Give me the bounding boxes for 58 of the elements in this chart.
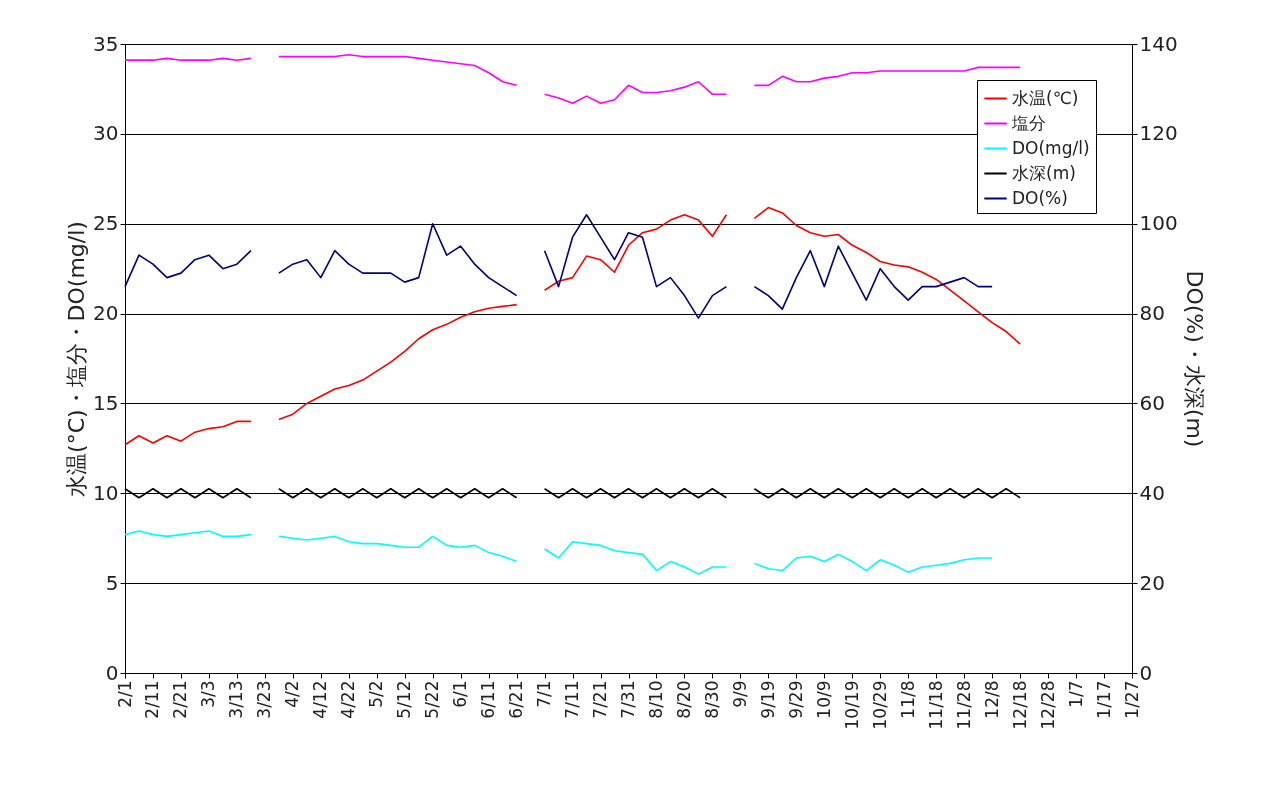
x-tick-label: 3/3 xyxy=(198,680,219,708)
y-tick-label: 30 xyxy=(93,121,119,146)
x-tick-label: 3/13 xyxy=(226,680,247,719)
x-tick-label: 10/19 xyxy=(841,680,862,730)
y2-tick-label: 80 xyxy=(1139,301,1165,326)
y-tick-label: 10 xyxy=(93,480,119,505)
y2-axis-title: DO(%)・水深(m) xyxy=(1181,270,1207,448)
x-tick-label: 5/2 xyxy=(366,680,387,708)
x-tick-label: 7/31 xyxy=(618,680,638,719)
legend-label: DO(%) xyxy=(1012,187,1068,208)
y2-tick-label: 0 xyxy=(1139,660,1153,685)
x-tick-label: 11/18 xyxy=(925,680,946,730)
x-tick-label: 9/9 xyxy=(729,680,750,708)
x-tick-label: 4/22 xyxy=(338,680,359,719)
x-tick-label: 7/21 xyxy=(590,680,611,719)
legend-label: 水深(m) xyxy=(1012,162,1076,183)
x-tick-label: 4/12 xyxy=(310,680,331,719)
y2-tick-label: 40 xyxy=(1139,480,1165,505)
x-tick-label: 8/10 xyxy=(645,680,666,719)
x-tick-label: 12/8 xyxy=(981,680,1002,719)
legend-label: 塩分 xyxy=(1011,112,1046,133)
x-tick-label: 9/29 xyxy=(785,680,806,719)
x-tick-label: 8/20 xyxy=(673,680,694,719)
x-tick-label: 1/7 xyxy=(1065,680,1086,708)
x-tick-label: 11/8 xyxy=(897,680,918,719)
x-tick-label: 1/17 xyxy=(1093,680,1114,719)
legend-label: 水温(℃) xyxy=(1012,87,1079,108)
x-tick-label: 12/28 xyxy=(1037,680,1058,730)
y2-tick-label: 120 xyxy=(1139,121,1178,146)
y2-tick-label: 140 xyxy=(1139,31,1178,56)
x-tick-label: 12/18 xyxy=(1009,680,1030,730)
x-tick-label: 4/2 xyxy=(282,680,303,708)
y-tick-label: 25 xyxy=(93,211,119,236)
y-tick-label: 5 xyxy=(105,570,119,595)
y-axis-title: 水温(°C)・塩分・DO(mg/l) xyxy=(64,221,90,497)
x-tick-label: 6/11 xyxy=(478,680,499,719)
x-tick-label: 2/21 xyxy=(170,680,191,719)
x-tick-label: 6/1 xyxy=(450,680,471,708)
y-tick-label: 15 xyxy=(93,390,119,415)
x-tick-label: 3/23 xyxy=(254,680,275,719)
x-tick-label: 10/9 xyxy=(813,680,834,719)
x-tick-label: 11/28 xyxy=(953,680,974,730)
y-tick-label: 35 xyxy=(93,31,119,56)
y2-tick-label: 100 xyxy=(1139,211,1178,236)
x-tick-label: 5/12 xyxy=(394,680,415,719)
x-tick-label: 8/30 xyxy=(701,680,722,719)
x-tick-label: 6/21 xyxy=(506,680,527,719)
x-tick-label: 7/1 xyxy=(534,680,555,708)
x-tick-label: 5/22 xyxy=(422,680,443,719)
x-tick-label: 7/11 xyxy=(562,680,583,719)
x-tick-label: 2/11 xyxy=(142,680,163,719)
x-tick-label: 9/19 xyxy=(757,680,778,719)
x-tick-label: 1/27 xyxy=(1121,680,1142,719)
y2-tick-label: 60 xyxy=(1139,390,1165,415)
y-tick-label: 20 xyxy=(93,301,119,326)
legend-label: DO(mg/l) xyxy=(1012,137,1090,158)
y2-tick-label: 20 xyxy=(1139,570,1165,595)
x-tick-label: 10/29 xyxy=(869,680,890,730)
